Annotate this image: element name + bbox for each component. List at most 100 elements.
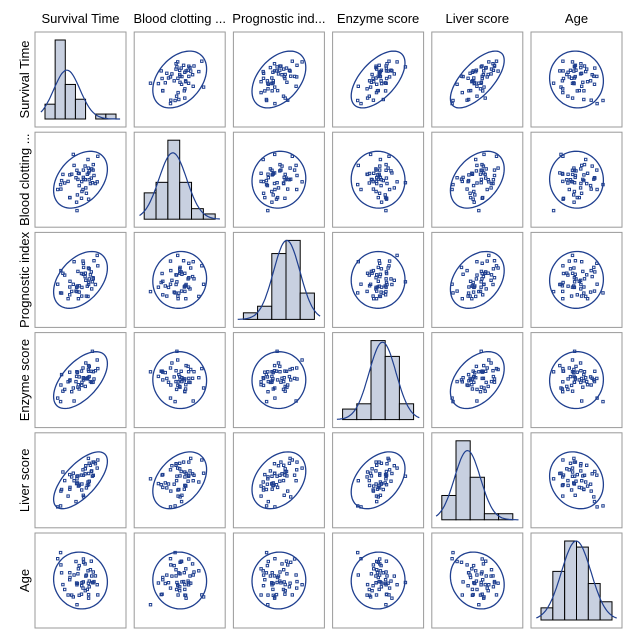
data-point bbox=[375, 571, 380, 575]
cell-5-3 bbox=[332, 532, 425, 629]
data-point bbox=[379, 461, 384, 466]
data-point bbox=[89, 469, 93, 474]
data-point bbox=[392, 464, 397, 468]
data-point bbox=[466, 76, 470, 80]
data-point bbox=[572, 349, 577, 354]
cell-frame bbox=[34, 432, 127, 529]
data-point bbox=[292, 557, 297, 561]
data-point bbox=[95, 466, 99, 470]
data-point bbox=[189, 581, 193, 585]
prediction-ellipse bbox=[152, 551, 208, 610]
data-point bbox=[168, 101, 173, 106]
data-point bbox=[161, 575, 165, 580]
cell-5-4 bbox=[431, 532, 524, 629]
data-point bbox=[572, 380, 577, 384]
histogram-bar bbox=[143, 192, 157, 220]
cell-4-4 bbox=[431, 432, 524, 529]
data-point bbox=[561, 69, 565, 73]
data-point bbox=[477, 208, 481, 213]
data-point bbox=[384, 559, 389, 563]
data-point bbox=[91, 276, 95, 280]
data-point bbox=[585, 383, 590, 387]
data-point bbox=[261, 179, 266, 184]
data-point bbox=[403, 474, 408, 478]
data-point bbox=[173, 504, 177, 508]
data-point bbox=[379, 183, 383, 188]
data-point bbox=[584, 376, 588, 380]
data-point bbox=[179, 82, 184, 86]
data-point bbox=[56, 396, 60, 400]
cell-frame bbox=[332, 31, 425, 128]
data-point bbox=[460, 297, 465, 301]
data-point bbox=[75, 370, 80, 375]
data-point bbox=[475, 387, 479, 392]
cell-2-5 bbox=[530, 231, 623, 328]
data-point bbox=[570, 389, 575, 393]
data-point bbox=[593, 270, 597, 274]
data-point bbox=[261, 573, 266, 577]
data-point bbox=[579, 369, 583, 373]
data-point bbox=[87, 579, 91, 583]
data-point bbox=[79, 271, 84, 276]
data-point bbox=[265, 375, 270, 379]
data-point bbox=[403, 280, 408, 284]
data-point bbox=[87, 267, 91, 271]
data-point bbox=[468, 575, 473, 580]
cell-0-4 bbox=[431, 31, 524, 128]
data-point bbox=[383, 193, 387, 197]
data-point bbox=[300, 466, 304, 470]
data-point bbox=[450, 101, 454, 106]
data-point bbox=[365, 96, 370, 100]
data-point bbox=[475, 399, 479, 403]
data-point bbox=[475, 84, 479, 88]
prediction-ellipse bbox=[251, 551, 307, 610]
data-point bbox=[160, 271, 164, 276]
data-point bbox=[379, 79, 383, 83]
data-point bbox=[174, 62, 178, 66]
data-point bbox=[161, 279, 165, 284]
data-point bbox=[392, 72, 397, 76]
data-point bbox=[601, 182, 605, 187]
data-point bbox=[170, 278, 174, 283]
data-point bbox=[365, 470, 370, 474]
data-point bbox=[63, 387, 67, 392]
data-point bbox=[71, 595, 75, 599]
data-point bbox=[68, 378, 72, 382]
histogram-bar bbox=[564, 540, 578, 621]
data-point bbox=[172, 79, 176, 83]
cell-frame bbox=[133, 532, 226, 629]
data-point bbox=[484, 559, 488, 563]
data-point bbox=[561, 59, 565, 63]
data-point bbox=[572, 456, 576, 461]
data-point bbox=[566, 94, 570, 98]
data-point bbox=[376, 88, 381, 93]
cell-5-1 bbox=[133, 532, 226, 629]
data-point bbox=[91, 380, 95, 384]
data-point bbox=[279, 581, 283, 585]
data-point bbox=[578, 464, 583, 468]
data-point bbox=[176, 593, 180, 597]
row-label-enzyme-score: Enzyme score bbox=[17, 339, 32, 421]
data-point bbox=[84, 464, 88, 468]
data-point bbox=[283, 470, 287, 474]
data-point bbox=[276, 361, 281, 365]
data-point bbox=[392, 574, 397, 578]
data-point bbox=[455, 559, 459, 564]
data-point bbox=[91, 570, 95, 574]
data-point bbox=[278, 364, 282, 369]
data-point bbox=[84, 186, 88, 190]
prediction-ellipse bbox=[350, 250, 406, 309]
data-point bbox=[572, 193, 576, 197]
data-point bbox=[197, 69, 201, 74]
data-point bbox=[273, 187, 277, 192]
data-point bbox=[378, 569, 383, 573]
data-point bbox=[259, 567, 263, 571]
data-point bbox=[487, 253, 491, 258]
data-point bbox=[578, 186, 583, 190]
data-point bbox=[579, 62, 583, 66]
cell-4-0 bbox=[34, 432, 127, 529]
data-point bbox=[284, 66, 289, 70]
cell-3-1 bbox=[133, 332, 226, 429]
data-point bbox=[263, 89, 267, 93]
data-point bbox=[200, 593, 204, 597]
